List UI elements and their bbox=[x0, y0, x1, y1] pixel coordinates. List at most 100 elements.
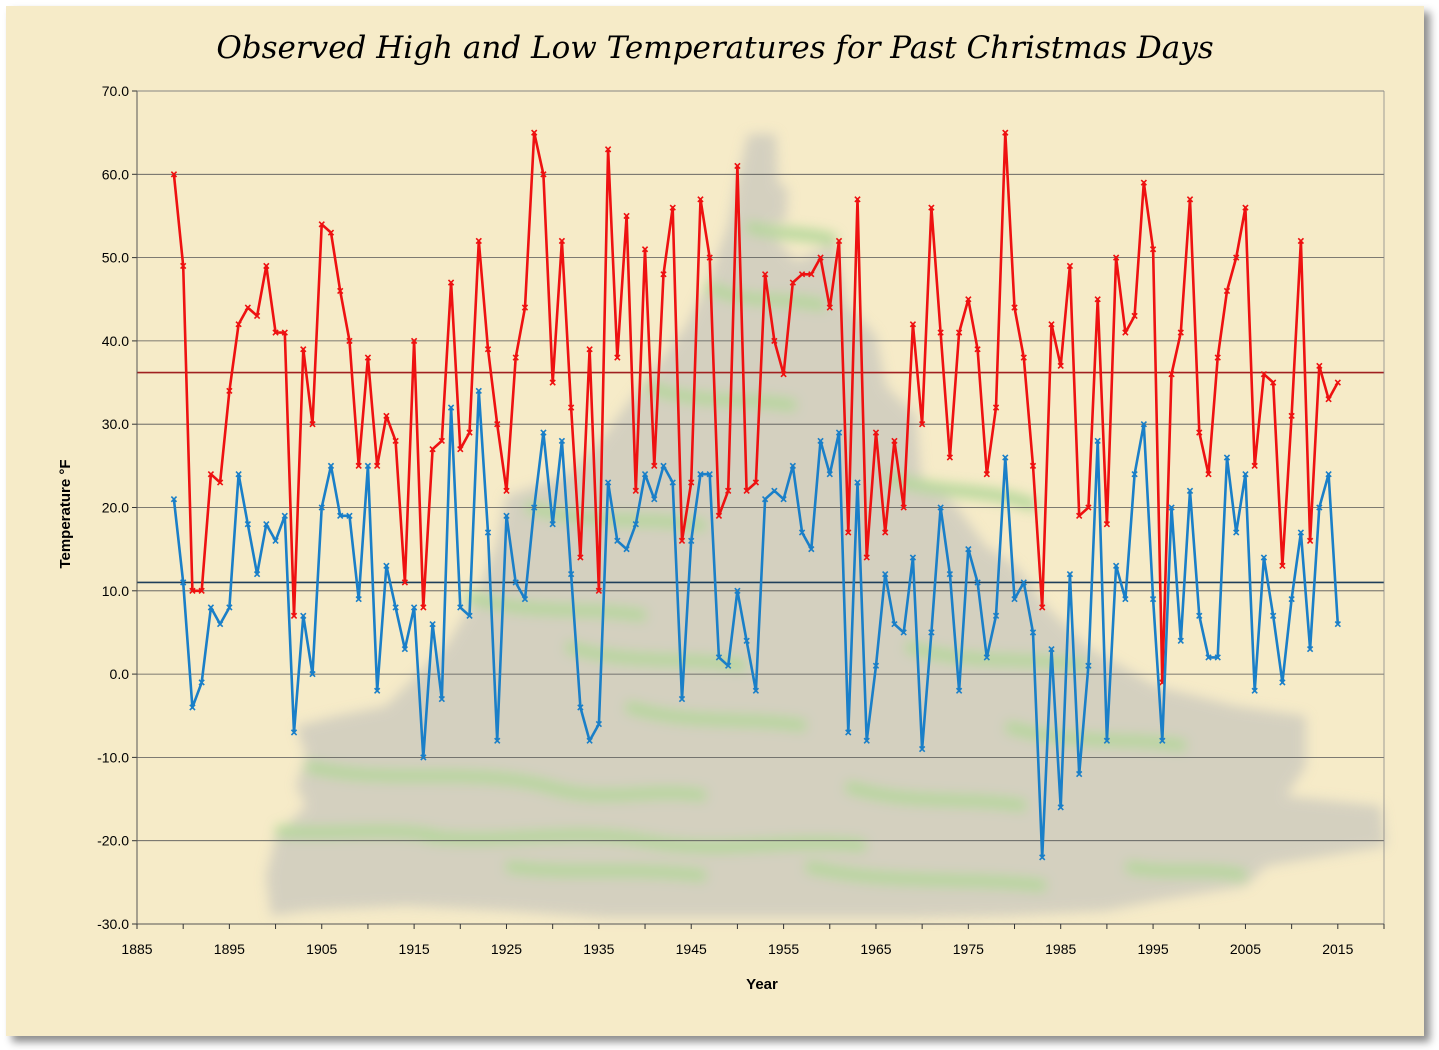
low-data-point bbox=[1242, 471, 1249, 478]
marker-stroke bbox=[660, 462, 667, 470]
high-data-point bbox=[364, 354, 372, 361]
marker-stroke bbox=[1186, 196, 1194, 203]
high-data-point bbox=[1085, 504, 1092, 511]
marker-stroke bbox=[743, 487, 750, 495]
high-data-point bbox=[383, 412, 390, 420]
marker-stroke bbox=[1112, 562, 1120, 569]
marker-stroke bbox=[337, 287, 344, 295]
high-data-point bbox=[540, 171, 547, 178]
marker-stroke bbox=[244, 304, 252, 311]
low-data-point bbox=[346, 512, 353, 519]
high-data-point bbox=[688, 479, 695, 486]
marker-stroke bbox=[567, 404, 575, 411]
low-data-point bbox=[651, 496, 658, 503]
marker-stroke bbox=[540, 171, 547, 178]
low-data-point bbox=[410, 604, 418, 611]
low-data-point bbox=[1260, 554, 1268, 561]
high-data-point bbox=[494, 421, 501, 428]
marker-stroke bbox=[1177, 329, 1184, 336]
marker-stroke bbox=[577, 554, 584, 561]
marker-stroke bbox=[1251, 687, 1258, 694]
marker-stroke bbox=[641, 246, 649, 253]
marker-stroke bbox=[854, 479, 861, 486]
high-data-point bbox=[771, 337, 778, 345]
marker-stroke bbox=[909, 554, 917, 561]
marker-stroke bbox=[1297, 237, 1305, 245]
high-data-point bbox=[457, 446, 464, 453]
marker-stroke bbox=[725, 487, 732, 495]
low-data-point bbox=[688, 537, 695, 544]
marker-stroke bbox=[1002, 454, 1009, 461]
high-data-point bbox=[1066, 262, 1074, 270]
low-data-point bbox=[521, 595, 529, 603]
marker-stroke bbox=[891, 437, 898, 445]
marker-stroke bbox=[946, 454, 954, 461]
y-tick-label: -10.0 bbox=[97, 749, 129, 765]
marker-stroke bbox=[549, 520, 556, 528]
marker-stroke bbox=[180, 262, 187, 270]
y-tick-label: -20.0 bbox=[97, 833, 129, 849]
low-data-point bbox=[558, 437, 566, 445]
marker-stroke bbox=[1177, 637, 1184, 644]
high-data-point bbox=[484, 346, 492, 353]
high-data-point bbox=[817, 254, 824, 261]
marker-stroke bbox=[965, 296, 972, 303]
high-data-point bbox=[503, 487, 510, 495]
marker-stroke bbox=[715, 654, 723, 661]
marker-stroke bbox=[595, 587, 603, 594]
high-data-point bbox=[549, 379, 556, 386]
high-data-point bbox=[1048, 321, 1055, 328]
marker-stroke bbox=[771, 337, 778, 345]
high-data-point bbox=[392, 437, 399, 445]
marker-stroke bbox=[872, 662, 880, 669]
marker-stroke bbox=[955, 329, 963, 336]
marker-stroke bbox=[688, 479, 695, 486]
high-data-point bbox=[272, 329, 279, 336]
marker-stroke bbox=[216, 620, 224, 628]
y-tick-label: 0.0 bbox=[110, 666, 130, 682]
high-data-point bbox=[373, 462, 381, 470]
marker-stroke bbox=[965, 545, 972, 553]
marker-stroke bbox=[817, 437, 824, 445]
high-data-point bbox=[706, 254, 713, 261]
low-data-point bbox=[531, 504, 538, 511]
marker-stroke bbox=[1288, 412, 1295, 420]
high-data-point bbox=[244, 304, 252, 311]
low-data-point bbox=[180, 579, 187, 586]
low-data-point bbox=[882, 570, 889, 578]
high-data-point bbox=[1039, 604, 1046, 611]
low-data-point bbox=[669, 479, 676, 486]
marker-stroke bbox=[780, 496, 787, 503]
high-data-point bbox=[697, 196, 704, 203]
low-data-point bbox=[1112, 562, 1120, 569]
high-data-point bbox=[1094, 296, 1101, 303]
marker-stroke bbox=[1103, 737, 1111, 744]
high-data-point bbox=[882, 529, 889, 536]
low-data-point bbox=[623, 545, 630, 553]
high-data-point bbox=[198, 587, 205, 594]
marker-stroke bbox=[734, 587, 741, 594]
low-data-point bbox=[1233, 529, 1240, 536]
low-data-point bbox=[216, 620, 224, 628]
marker-stroke bbox=[1131, 471, 1138, 478]
marker-stroke bbox=[1140, 179, 1148, 186]
x-tick-label: 1915 bbox=[399, 941, 430, 957]
high-data-point bbox=[835, 237, 843, 245]
low-data-point bbox=[355, 595, 362, 603]
low-data-point bbox=[826, 471, 833, 478]
high-data-point bbox=[1269, 379, 1277, 386]
high-data-point bbox=[965, 296, 972, 303]
low-data-point bbox=[918, 745, 926, 753]
marker-stroke bbox=[503, 512, 510, 519]
high-data-point bbox=[1325, 396, 1332, 403]
marker-stroke bbox=[586, 346, 593, 353]
marker-stroke bbox=[1011, 304, 1018, 311]
high-data-point bbox=[669, 204, 676, 211]
high-data-point bbox=[521, 304, 529, 311]
marker-stroke bbox=[771, 487, 778, 495]
gridlines bbox=[132, 90, 1384, 925]
high-data-point bbox=[300, 346, 307, 353]
low-data-point bbox=[1103, 737, 1111, 744]
high-data-point bbox=[309, 421, 316, 428]
low-data-point bbox=[290, 729, 298, 736]
